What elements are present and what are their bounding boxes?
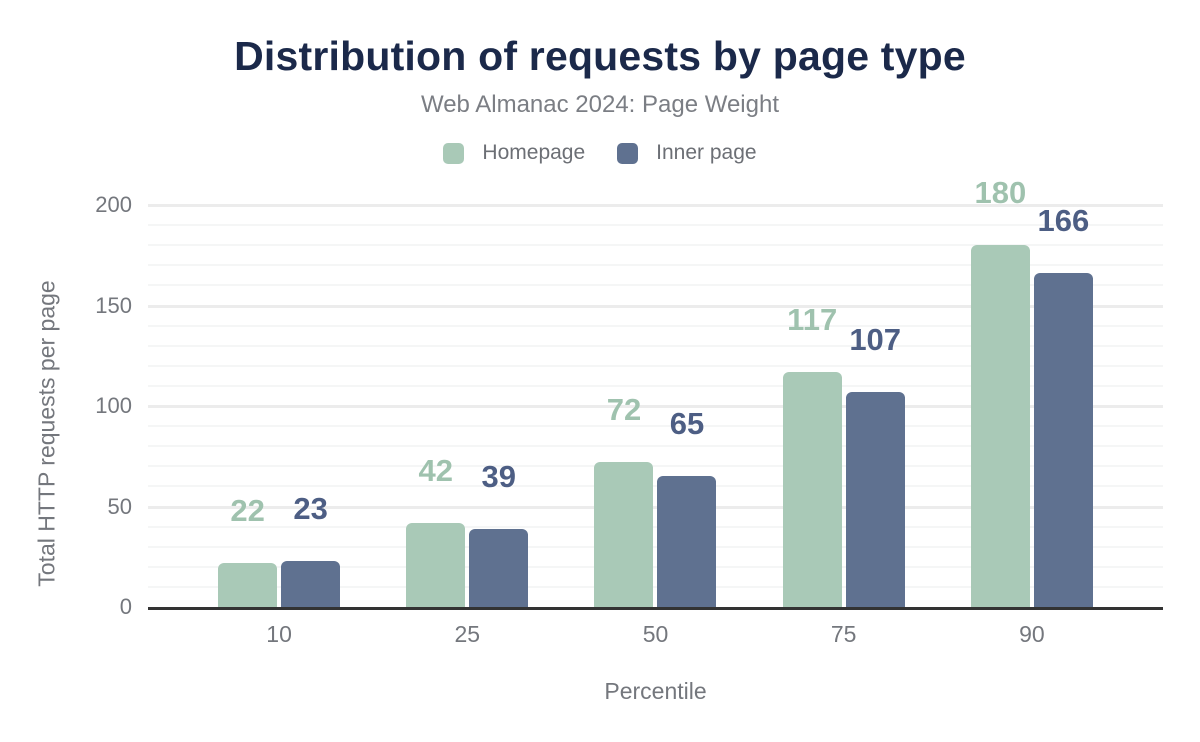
bar-group-p10: 22 23: [185, 205, 373, 607]
bar-value-label-inner-page-p10: 23: [293, 490, 328, 526]
major-gridline-200: [148, 204, 1163, 208]
minor-gridline-110: [148, 384, 1163, 387]
minor-gridline-170: [148, 264, 1163, 267]
bar-homepage-p25: [406, 522, 466, 607]
bar-bands: 22 23 42 39 72 65 117 107 180 166: [185, 177, 1126, 607]
minor-gridline-130: [148, 344, 1163, 347]
bar-inner-page-p75: [845, 391, 905, 607]
legend-label-homepage: Homepage: [482, 141, 586, 164]
minor-gridline-70: [148, 465, 1163, 468]
minor-gridline-140: [148, 324, 1163, 327]
legend-item-homepage: Homepage: [443, 141, 585, 165]
x-tick-label-50: 50: [642, 621, 669, 647]
bar-value-label-homepage-p10: 22: [230, 492, 265, 528]
bar-group-p25: 42 39: [373, 205, 561, 607]
bar-value-label-homepage-p50: 72: [606, 392, 642, 428]
bar-value-label-inner-page-p25: 39: [481, 458, 517, 494]
bar-inner-page-p90: [1033, 273, 1093, 607]
bar-inner-page-p50: [657, 476, 717, 607]
x-axis-title: Percentile: [604, 678, 707, 704]
bar-homepage-p10: [218, 562, 278, 607]
x-tick-label-90: 90: [1019, 621, 1045, 647]
legend-swatch-homepage: [443, 142, 465, 164]
minor-gridline-180: [148, 244, 1163, 247]
minor-gridline-20: [148, 565, 1163, 568]
bar-group-p90: 180 166: [938, 177, 1126, 607]
major-gridline-150: [148, 304, 1163, 308]
x-tick-label-10: 10: [266, 621, 292, 647]
chart-subtitle: Web Almanac 2024: Page Weight: [420, 91, 779, 118]
bar-group-p75: 117 107: [750, 205, 938, 607]
minor-gridline-190: [148, 224, 1163, 227]
minor-gridline-40: [148, 525, 1163, 528]
chart-title: Distribution of requests by page type: [234, 33, 966, 79]
minor-gridline-30: [148, 545, 1163, 548]
bar-value-label-inner-page-p50: 65: [669, 406, 705, 442]
bar-inner-page-p25: [469, 528, 529, 607]
minor-gridline-120: [148, 364, 1163, 367]
legend: Homepage Inner page: [0, 141, 1200, 165]
minor-gridline-80: [148, 445, 1163, 448]
plot-area: 22 23 42 39 72 65 117 107 180 166 10 25 50 75 90: [148, 177, 1163, 647]
y-tick-label-200: 200: [95, 192, 132, 217]
major-gridline-100: [148, 405, 1163, 408]
minor-gridline-90: [148, 425, 1163, 428]
bar-inner-page-p10: [281, 560, 341, 607]
major-gridline-50: [148, 505, 1163, 509]
bar-homepage-p75: [782, 371, 842, 607]
bar-value-label-inner-page-p90: 166: [1037, 203, 1090, 239]
minor-gridline-160: [148, 284, 1163, 287]
minor-gridline-60: [148, 485, 1163, 488]
bar-value-label-homepage-p90: 180: [974, 175, 1027, 211]
bar-value-label-homepage-p25: 42: [418, 452, 454, 488]
x-axis-line: [148, 607, 1163, 610]
x-tick-label-75: 75: [830, 621, 857, 647]
x-tick-label-25: 25: [454, 621, 481, 647]
y-tick-label-0: 0: [119, 594, 132, 619]
y-axis-tick-labels: 0 50 100 150 200: [60, 192, 132, 619]
y-tick-label-100: 100: [95, 393, 132, 418]
y-tick-label-50: 50: [107, 493, 132, 519]
y-axis-title: Total HTTP requests per page: [33, 280, 60, 587]
bar-homepage-p50: [594, 462, 654, 607]
bar-value-label-inner-page-p75: 107: [849, 321, 902, 357]
legend-item-inner-page: Inner page: [617, 141, 757, 165]
bar-value-label-homepage-p75: 117: [787, 301, 838, 337]
legend-label-inner-page: Inner page: [656, 141, 757, 164]
bar-homepage-p90: [970, 245, 1030, 607]
minor-gridline-10: [148, 585, 1163, 588]
legend-swatch-inner-page: [617, 142, 639, 164]
bar-group-p50: 72 65: [561, 205, 749, 607]
y-tick-label-150: 150: [95, 292, 132, 318]
